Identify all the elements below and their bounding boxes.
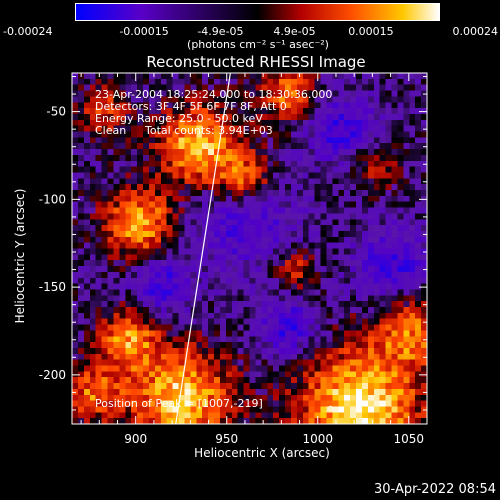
x-axis-label: Heliocentric X (arcsec) (194, 446, 330, 460)
solar-limb-line (175, 72, 231, 425)
colorbar-tick-label: 0.00024 (452, 25, 499, 38)
energy-range-label: Energy Range: 25.0 - 50.0 keV (95, 112, 263, 125)
chart-title: Reconstructed RHESSI Image (146, 53, 366, 71)
colorbar-tick-label: -4.9e-05 (197, 25, 244, 38)
colorbar-tick-label: -0.00015 (119, 25, 169, 38)
y-tick-label: -150 (39, 280, 66, 294)
method-label: Clean (95, 124, 127, 137)
detectors-label: Detectors: 3F 4F 5F 6F 7F 8F, Att 0 (95, 100, 287, 113)
colorbar-tick-label: -0.00024 (3, 25, 53, 38)
y-tick-label: -200 (39, 368, 66, 382)
y-tick-label: -100 (39, 192, 66, 206)
colorbar (75, 3, 440, 21)
peak-position-label: Position of Peak = [1007,-219] (95, 397, 263, 410)
x-tick-label: 950 (215, 432, 238, 446)
heatmap-image (72, 73, 427, 424)
x-tick-label: 1000 (302, 432, 333, 446)
colorbar-units: (photons cm⁻² s⁻¹ asec⁻²) (187, 38, 329, 51)
colorbar-tick-label: 4.9e-05 (273, 25, 316, 38)
x-tick-label: 1050 (394, 432, 425, 446)
x-tick-label: 900 (124, 432, 147, 446)
y-axis-label: Heliocentric Y (arcsec) (13, 188, 27, 324)
footer-timestamp: 30-Apr-2022 08:54 (374, 482, 496, 497)
time-range-label: 23-Apr-2004 18:25:24.000 to 18:30:36.000 (95, 88, 333, 101)
colorbar-tick-label: 0.00015 (348, 25, 394, 38)
peak-marker (328, 405, 333, 411)
y-tick-label: -50 (46, 105, 66, 119)
total-counts-label: Total counts: 3.94E+03 (145, 124, 273, 137)
plot-frame (71, 72, 428, 425)
